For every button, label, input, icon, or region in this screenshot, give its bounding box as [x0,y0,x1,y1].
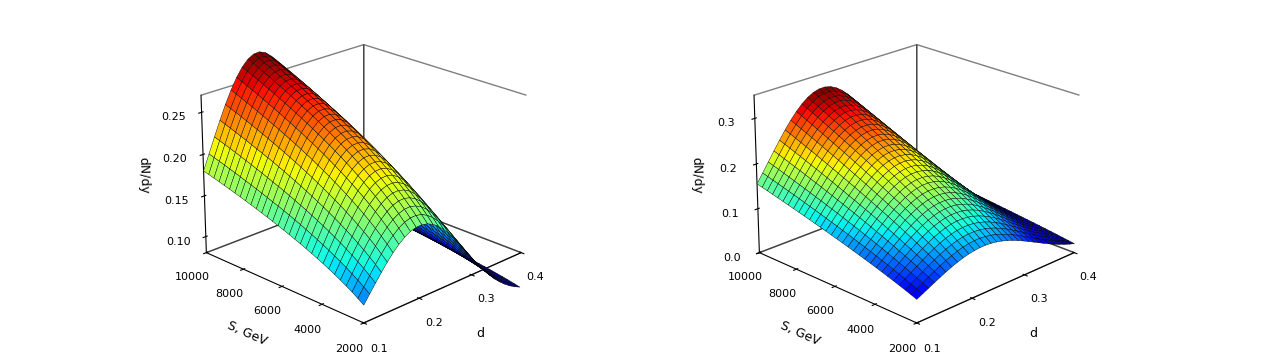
X-axis label: d: d [1030,327,1037,340]
Y-axis label: S, GeV: S, GeV [779,319,822,348]
X-axis label: d: d [477,327,484,340]
Y-axis label: S, GeV: S, GeV [225,319,269,348]
